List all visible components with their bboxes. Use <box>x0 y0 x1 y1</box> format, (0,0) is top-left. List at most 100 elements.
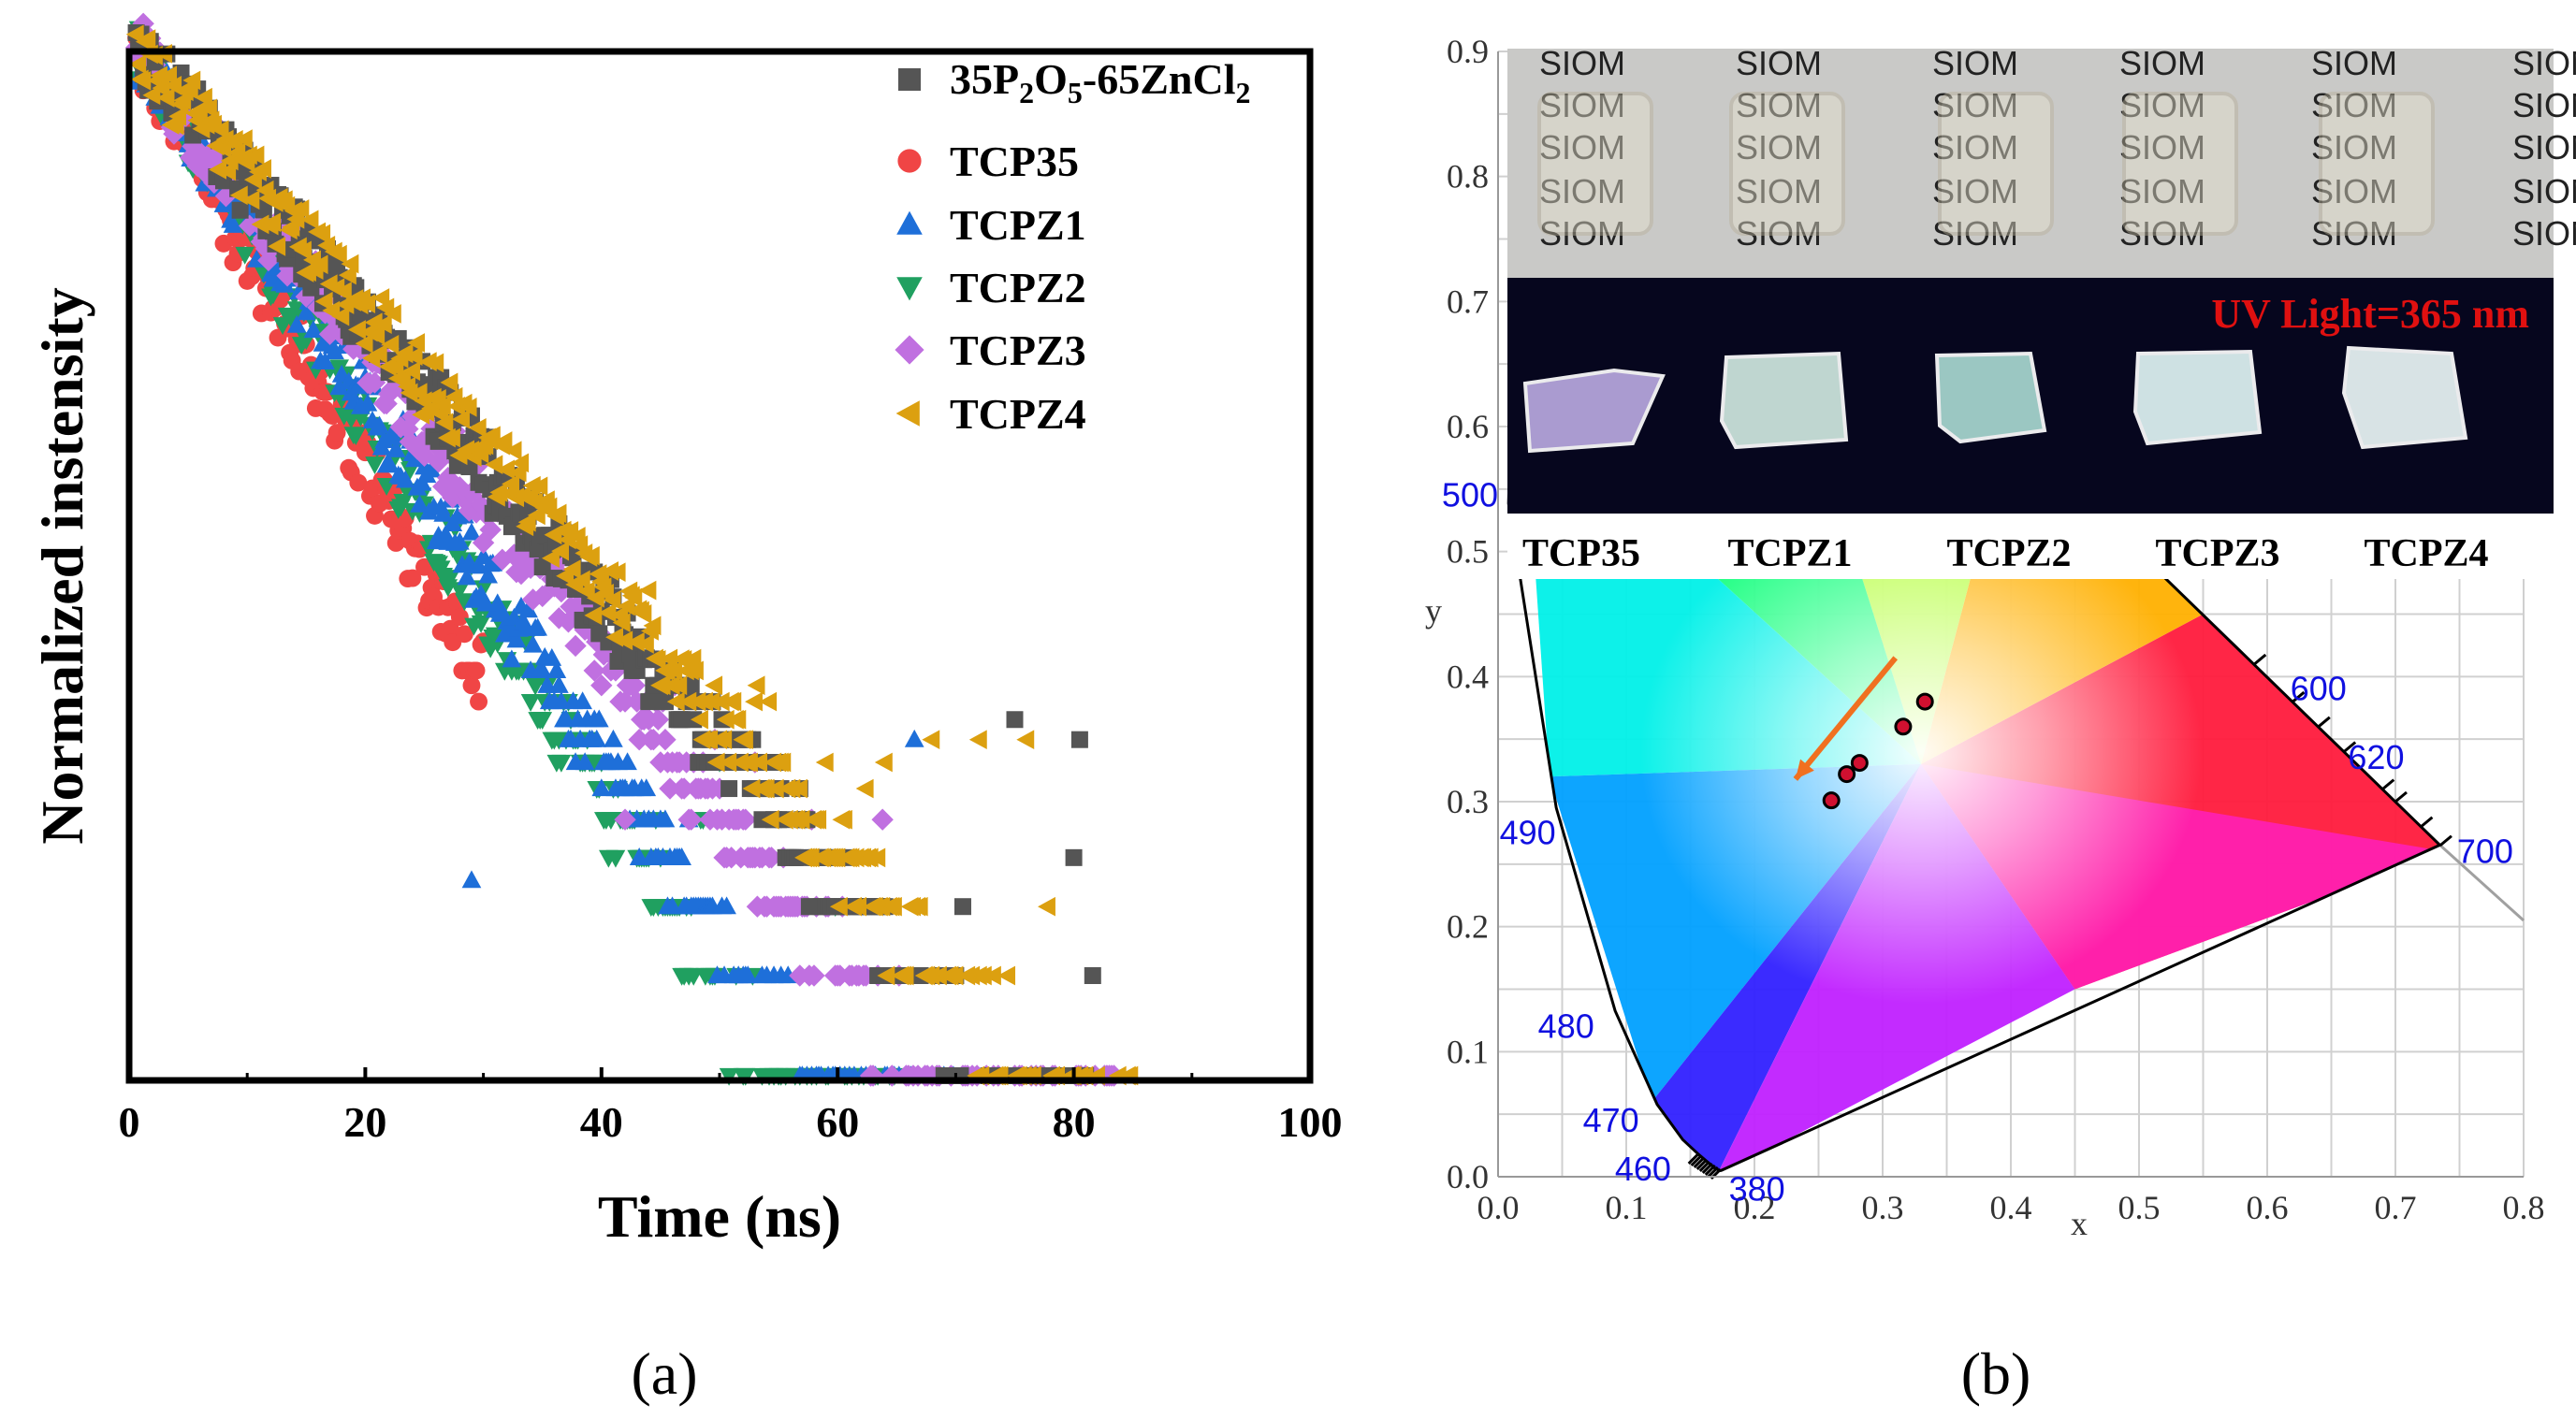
uv-glass-samples <box>1522 345 2468 454</box>
sample-photo: SIOM SIOM SIOM SIOM SIOM SIOM SIOM SIOM SIOM SIOM… <box>1507 44 2576 579</box>
data-point <box>383 304 401 324</box>
data-point <box>792 809 810 830</box>
data-point <box>357 294 376 314</box>
x-tick-label: 40 <box>580 1098 623 1146</box>
data-point <box>904 729 924 747</box>
data-point <box>479 518 502 542</box>
data-point <box>315 352 335 369</box>
siom-watermark: SIOM <box>2311 214 2397 253</box>
shift-arrow <box>1793 656 1899 781</box>
data-point <box>483 553 503 572</box>
data-point <box>541 548 560 569</box>
data-point <box>648 649 666 670</box>
x-tick-label: 0 <box>119 1098 140 1146</box>
data-point <box>159 65 178 86</box>
data-point <box>742 778 761 799</box>
data-point <box>472 531 495 554</box>
wavelength-label-480: 480 <box>1538 1007 1594 1046</box>
chromaticity-point <box>1822 791 1841 810</box>
data-point <box>678 691 697 712</box>
legend-marker-TCP35 <box>897 149 922 173</box>
data-point <box>584 605 603 626</box>
data-point <box>612 613 631 632</box>
data-point <box>532 660 553 678</box>
data-point <box>735 730 753 750</box>
data-point <box>773 752 792 773</box>
sample-label-TCPZ2: TCPZ2 <box>1946 532 2071 575</box>
data-point <box>982 965 1001 986</box>
siom-watermark: SIOM <box>1539 214 1625 253</box>
data-point <box>403 569 422 587</box>
data-point <box>614 808 636 831</box>
siom-watermark: SIOM <box>1932 128 2018 167</box>
data-point <box>827 847 846 868</box>
caption-a: (a) <box>631 1340 697 1407</box>
data-point <box>635 634 654 654</box>
data-point <box>735 808 757 831</box>
data-point <box>214 172 232 190</box>
siom-watermark: SIOM <box>1539 44 1625 82</box>
data-point <box>922 730 940 750</box>
data-point <box>465 501 488 524</box>
siom-watermarks: SIOM SIOM SIOM SIOM SIOM SIOM SIOM SIOM SIOM SIOM… <box>1537 44 2576 253</box>
data-point <box>589 709 609 728</box>
data-point <box>666 691 685 712</box>
data-point <box>880 1064 903 1087</box>
data-point <box>883 896 902 917</box>
data-point <box>723 691 742 712</box>
data-point <box>523 634 543 653</box>
legend-label-TCPZ1: TCPZ1 <box>950 201 1086 249</box>
data-point <box>128 54 147 75</box>
data-point <box>706 752 725 773</box>
x-tick-label-b: 0.4 <box>1990 1189 2032 1226</box>
legend: 35P2O5-65ZnCl2 TCP35 TCPZ1 TCPZ2 TCPZ3 T… <box>895 55 1250 438</box>
shift-arrow-head <box>1795 759 1814 779</box>
data-point <box>628 728 650 751</box>
data-point <box>470 692 488 711</box>
data-point <box>642 728 665 751</box>
data-point <box>562 559 581 579</box>
legend-marker-TCPZ4 <box>895 400 920 427</box>
data-point <box>441 619 459 638</box>
y-axis-title: Normalized instensity <box>29 287 95 845</box>
data-point <box>572 570 590 590</box>
data-point <box>669 675 688 696</box>
data-point <box>348 376 369 395</box>
sample-label-TCPZ1: TCPZ1 <box>1727 532 1852 575</box>
data-point <box>164 76 182 95</box>
data-point <box>849 896 867 917</box>
data-point <box>643 615 662 636</box>
data-point <box>223 214 243 233</box>
data-point <box>997 965 1016 986</box>
data-point <box>373 314 392 334</box>
siom-watermark: SIOM <box>2119 44 2205 82</box>
data-point <box>357 393 378 412</box>
data-point <box>871 808 894 831</box>
chromaticity-points <box>1793 656 1934 810</box>
data-point <box>314 291 333 311</box>
data-point <box>513 485 531 506</box>
y-tick-label-b: 0.4 <box>1447 658 1489 695</box>
data-point <box>874 752 893 773</box>
data-point <box>638 580 657 601</box>
data-point <box>601 561 619 581</box>
data-point <box>575 752 595 771</box>
cie-axes: 0.0 0.1 0.2 0.3 0.4 0.5 0.6 0.7 0.8 0.0 0.1 0.2 0.3 0… <box>1447 33 2545 1226</box>
siom-watermark: SIOM <box>1736 214 1822 253</box>
data-point <box>355 333 373 354</box>
siom-watermark: SIOM <box>2311 44 2397 82</box>
uv-glass-TCPZ1 <box>1719 351 1849 450</box>
data-point <box>547 607 571 630</box>
data-point <box>435 413 454 433</box>
data-point <box>626 631 645 652</box>
data-point <box>450 582 470 601</box>
data-point <box>564 634 587 658</box>
data-point <box>682 676 700 694</box>
x-tick-label-b: 0.8 <box>2503 1189 2545 1226</box>
chromaticity-point <box>1894 717 1913 736</box>
data-point <box>168 106 187 126</box>
data-point <box>328 244 347 265</box>
data-point <box>702 691 720 712</box>
data-point <box>303 320 324 339</box>
data-point <box>834 809 852 830</box>
